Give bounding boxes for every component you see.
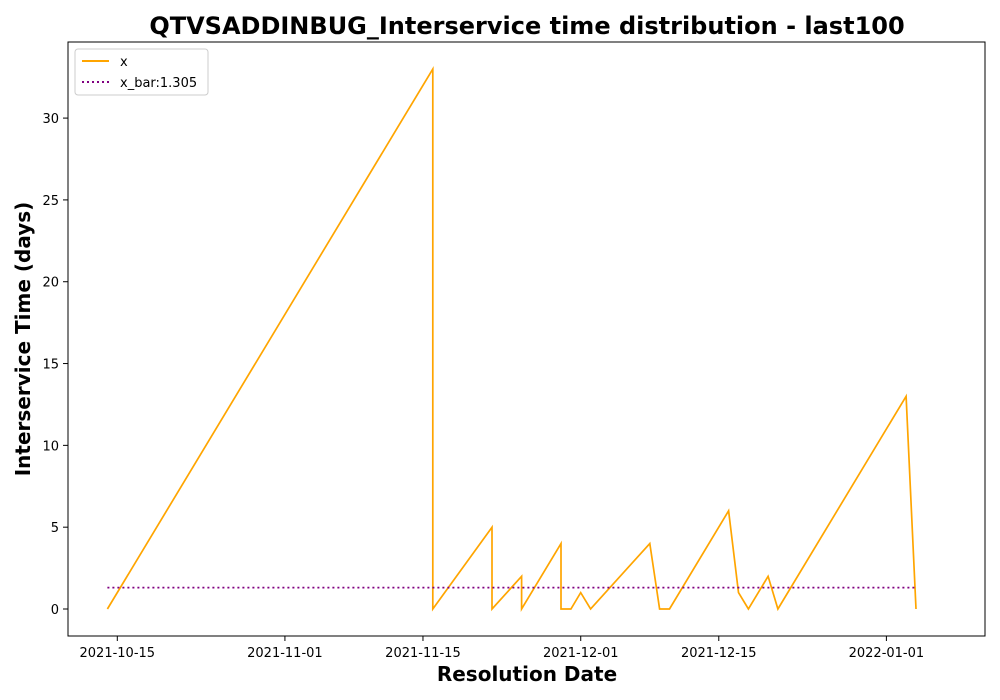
x-axis-label: Resolution Date	[437, 662, 617, 686]
y-tick-label: 10	[42, 439, 59, 454]
x-axis: 2021-10-15 2021-11-01 2021-11-15 2021-12-01…	[80, 636, 925, 661]
legend-label-x: x	[120, 55, 128, 70]
legend: x x_bar:1.305	[74, 48, 209, 96]
y-tick-label: 25	[42, 194, 59, 209]
series-line-x	[106, 65, 917, 613]
y-axis-label: Interservice Time (days)	[11, 202, 35, 477]
x-tick-label: 2021-10-15	[80, 646, 156, 661]
x-tick-label: 2021-12-01	[543, 646, 619, 661]
legend-label-x-bar: x_bar:1.305	[120, 76, 197, 91]
y-tick-label: 15	[42, 358, 59, 373]
x-tick-label: 2022-01-01	[849, 646, 925, 661]
plot-area	[67, 41, 986, 637]
y-tick-label: 20	[42, 276, 59, 291]
x-tick-label: 2021-12-15	[681, 646, 757, 661]
x-tick-label: 2021-11-15	[385, 646, 461, 661]
chart-title: QTVSADDINBUG_Interservice time distribut…	[149, 12, 904, 40]
series-layer	[106, 65, 917, 613]
y-tick-label: 30	[42, 112, 59, 127]
y-tick-label: 5	[51, 521, 59, 536]
x-tick-label: 2021-11-01	[247, 646, 323, 661]
y-tick-label: 0	[51, 603, 59, 618]
y-axis: 0 5 10 15 20 25 30	[42, 112, 68, 618]
